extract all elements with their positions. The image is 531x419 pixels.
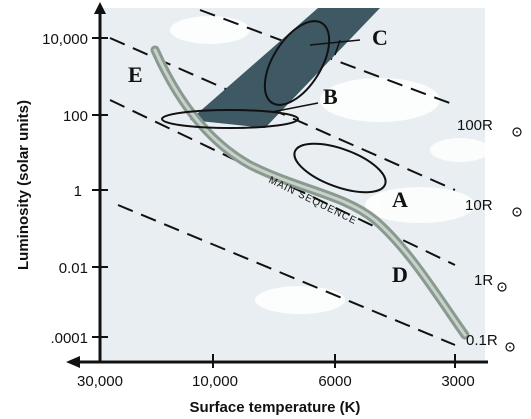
main-sequence-highlight <box>153 48 467 337</box>
y-axis-arrow-icon <box>94 2 106 14</box>
x-ticks <box>212 354 456 368</box>
cloud-patches <box>170 16 490 314</box>
giant-band <box>190 8 380 128</box>
radius-label-100: 100R <box>457 117 522 137</box>
sun-symbol-icon <box>497 282 507 292</box>
region-b-outline <box>161 109 299 129</box>
x-axis-title: Surface temperature (K) <box>190 399 361 416</box>
x-tick-label: 10,000 <box>192 373 238 390</box>
radius-label-1: 1R <box>474 272 507 292</box>
region-label-c: C <box>372 25 388 50</box>
y-ticks <box>92 37 108 338</box>
x-axis-arrow-icon <box>66 356 80 368</box>
sun-symbol-icon <box>512 207 522 217</box>
axes <box>66 2 488 368</box>
x-tick-label: 6000 <box>318 373 351 390</box>
y-tick-label: 100 <box>63 108 88 125</box>
svg-text:0.1R: 0.1R <box>466 332 498 349</box>
y-tick-label: 0.01 <box>59 260 88 277</box>
y-tick-label: 1 <box>74 183 82 200</box>
region-label-d: D <box>392 262 408 287</box>
x-tick-label: 30,000 <box>77 373 123 390</box>
leader-lines <box>271 39 361 113</box>
region-label-a: A <box>392 187 408 212</box>
radius-line-0_1 <box>117 204 456 346</box>
sun-symbol-icon <box>512 127 522 137</box>
x-tick-label: 3000 <box>441 373 474 390</box>
region-c-outline <box>263 20 331 106</box>
svg-text:100R: 100R <box>457 117 493 134</box>
svg-text:1R: 1R <box>474 272 493 289</box>
radius-label-0_1: 0.1R <box>466 332 515 352</box>
region-a-outline <box>293 142 387 194</box>
y-axis-title: Luminosity (solar units) <box>15 100 32 270</box>
radius-line-1 <box>109 99 456 266</box>
radius-label-10: 10R <box>465 197 522 217</box>
svg-text:10R: 10R <box>465 197 493 214</box>
y-tick-label: .0001 <box>50 330 88 347</box>
sun-symbol-icon <box>505 342 515 352</box>
y-tick-label: 10,000 <box>42 31 88 48</box>
region-label-e: E <box>128 62 143 87</box>
region-label-b: B <box>323 84 338 109</box>
